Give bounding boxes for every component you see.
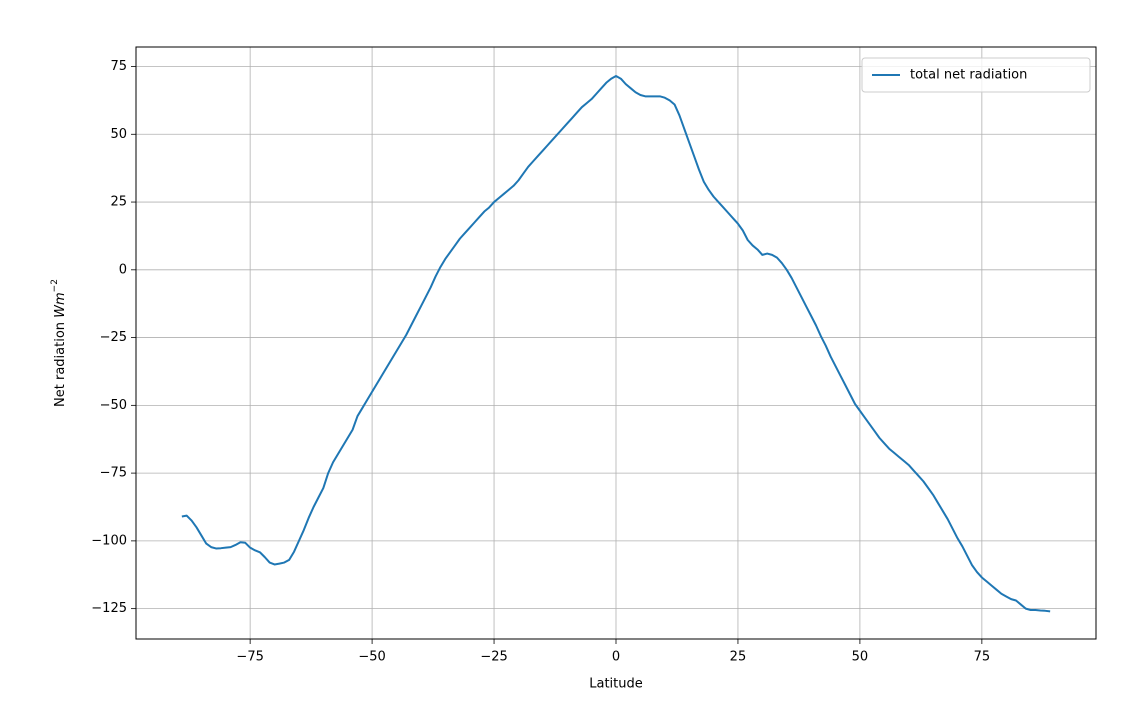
x-axis-label: Latitude [589,677,643,692]
y-axis-label: Net radiation Wm−2 [50,279,68,407]
y-tick-label: −50 [100,398,127,413]
x-tick-label: 50 [852,650,869,665]
y-label-unit: Wm [53,292,68,318]
plot-frame [135,46,1097,640]
x-tick-label: −50 [358,650,385,665]
y-label-text: Net radiation [53,322,68,407]
x-tick-label: −75 [236,650,263,665]
y-tick-label: 75 [110,59,127,74]
y-label-exponent: −2 [50,279,60,292]
legend-box [861,57,1091,93]
y-tick-label: −100 [91,533,127,548]
x-tick-label: −25 [480,650,507,665]
y-tick-label: −25 [100,330,127,345]
data-line [181,75,1051,613]
y-tick-label: 0 [119,262,127,277]
legend-label: total net radiation [910,68,1027,83]
x-tick-label: 0 [612,650,620,665]
y-tick-label: −125 [91,601,127,616]
y-tick-label: 50 [110,127,127,142]
x-tick-label: 75 [974,650,991,665]
x-tick-label: 25 [730,650,747,665]
y-tick-label: −75 [100,466,127,481]
y-tick-label: 25 [110,195,127,210]
